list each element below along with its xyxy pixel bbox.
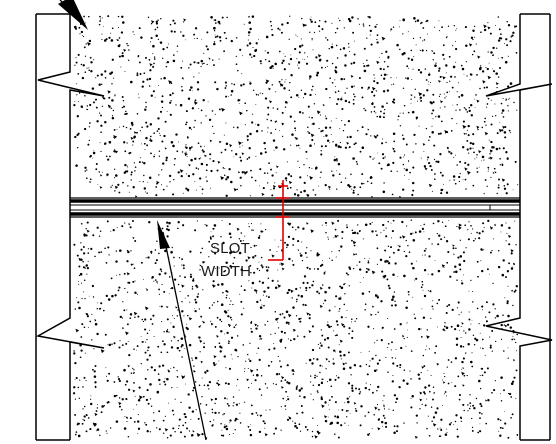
concrete-texture-lower [72, 219, 519, 439]
slot-width-dimension [268, 180, 290, 261]
width-label: WIDTH [201, 263, 252, 280]
slot-label: SLOT [210, 240, 250, 257]
slab-left-edge [35, 14, 105, 440]
slot [70, 197, 520, 218]
concrete-texture-upper [73, 15, 519, 199]
slab-right-edge [485, 14, 553, 440]
top-leader-arrow [58, 0, 88, 30]
leader-arrow [157, 220, 207, 441]
